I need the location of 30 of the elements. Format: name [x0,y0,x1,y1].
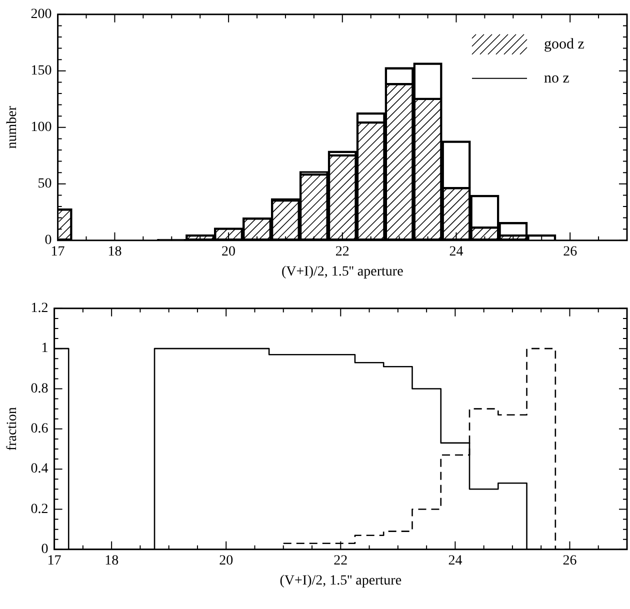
y-tick-label: 0 [44,233,52,248]
x-tick-label: 22 [335,244,350,260]
y-tick-label: 0.8 [30,381,48,396]
y-tick-label: 0.2 [30,502,48,517]
x-tick-label: 22 [334,553,348,568]
x-axis-title: (V+I)/2, 1.5'' aperture [280,573,402,588]
x-tick-label: 18 [104,553,119,568]
x-tick-label: 18 [108,244,122,260]
legend-label: no z [544,70,570,86]
y-tick-label: 1 [41,341,48,356]
y-tick-label: 50 [38,176,52,192]
x-tick-label: 26 [563,244,578,260]
y-tick-label: 0.4 [30,462,48,477]
y-tick-label: 150 [30,64,52,79]
x-tick-label: 17 [47,553,62,568]
legend-label: good z [544,36,585,52]
y-tick-label: 1.2 [30,301,48,316]
x-tick-label: 26 [562,553,577,568]
x-tick-label: 20 [219,553,234,568]
y-tick-label: 0.6 [30,422,48,437]
x-tick-label: 24 [449,244,464,260]
x-axis-title: (V+I)/2, 1.5'' aperture [282,264,404,280]
y-axis-title: number [5,106,20,149]
x-tick-label: 20 [222,244,236,260]
y-tick-label: 100 [30,120,52,136]
x-tick-label: 17 [50,244,65,260]
y-tick-label: 200 [30,7,52,22]
y-axis-title: fraction [5,407,20,451]
x-tick-label: 24 [448,553,462,568]
y-tick-label: 0 [41,542,48,558]
